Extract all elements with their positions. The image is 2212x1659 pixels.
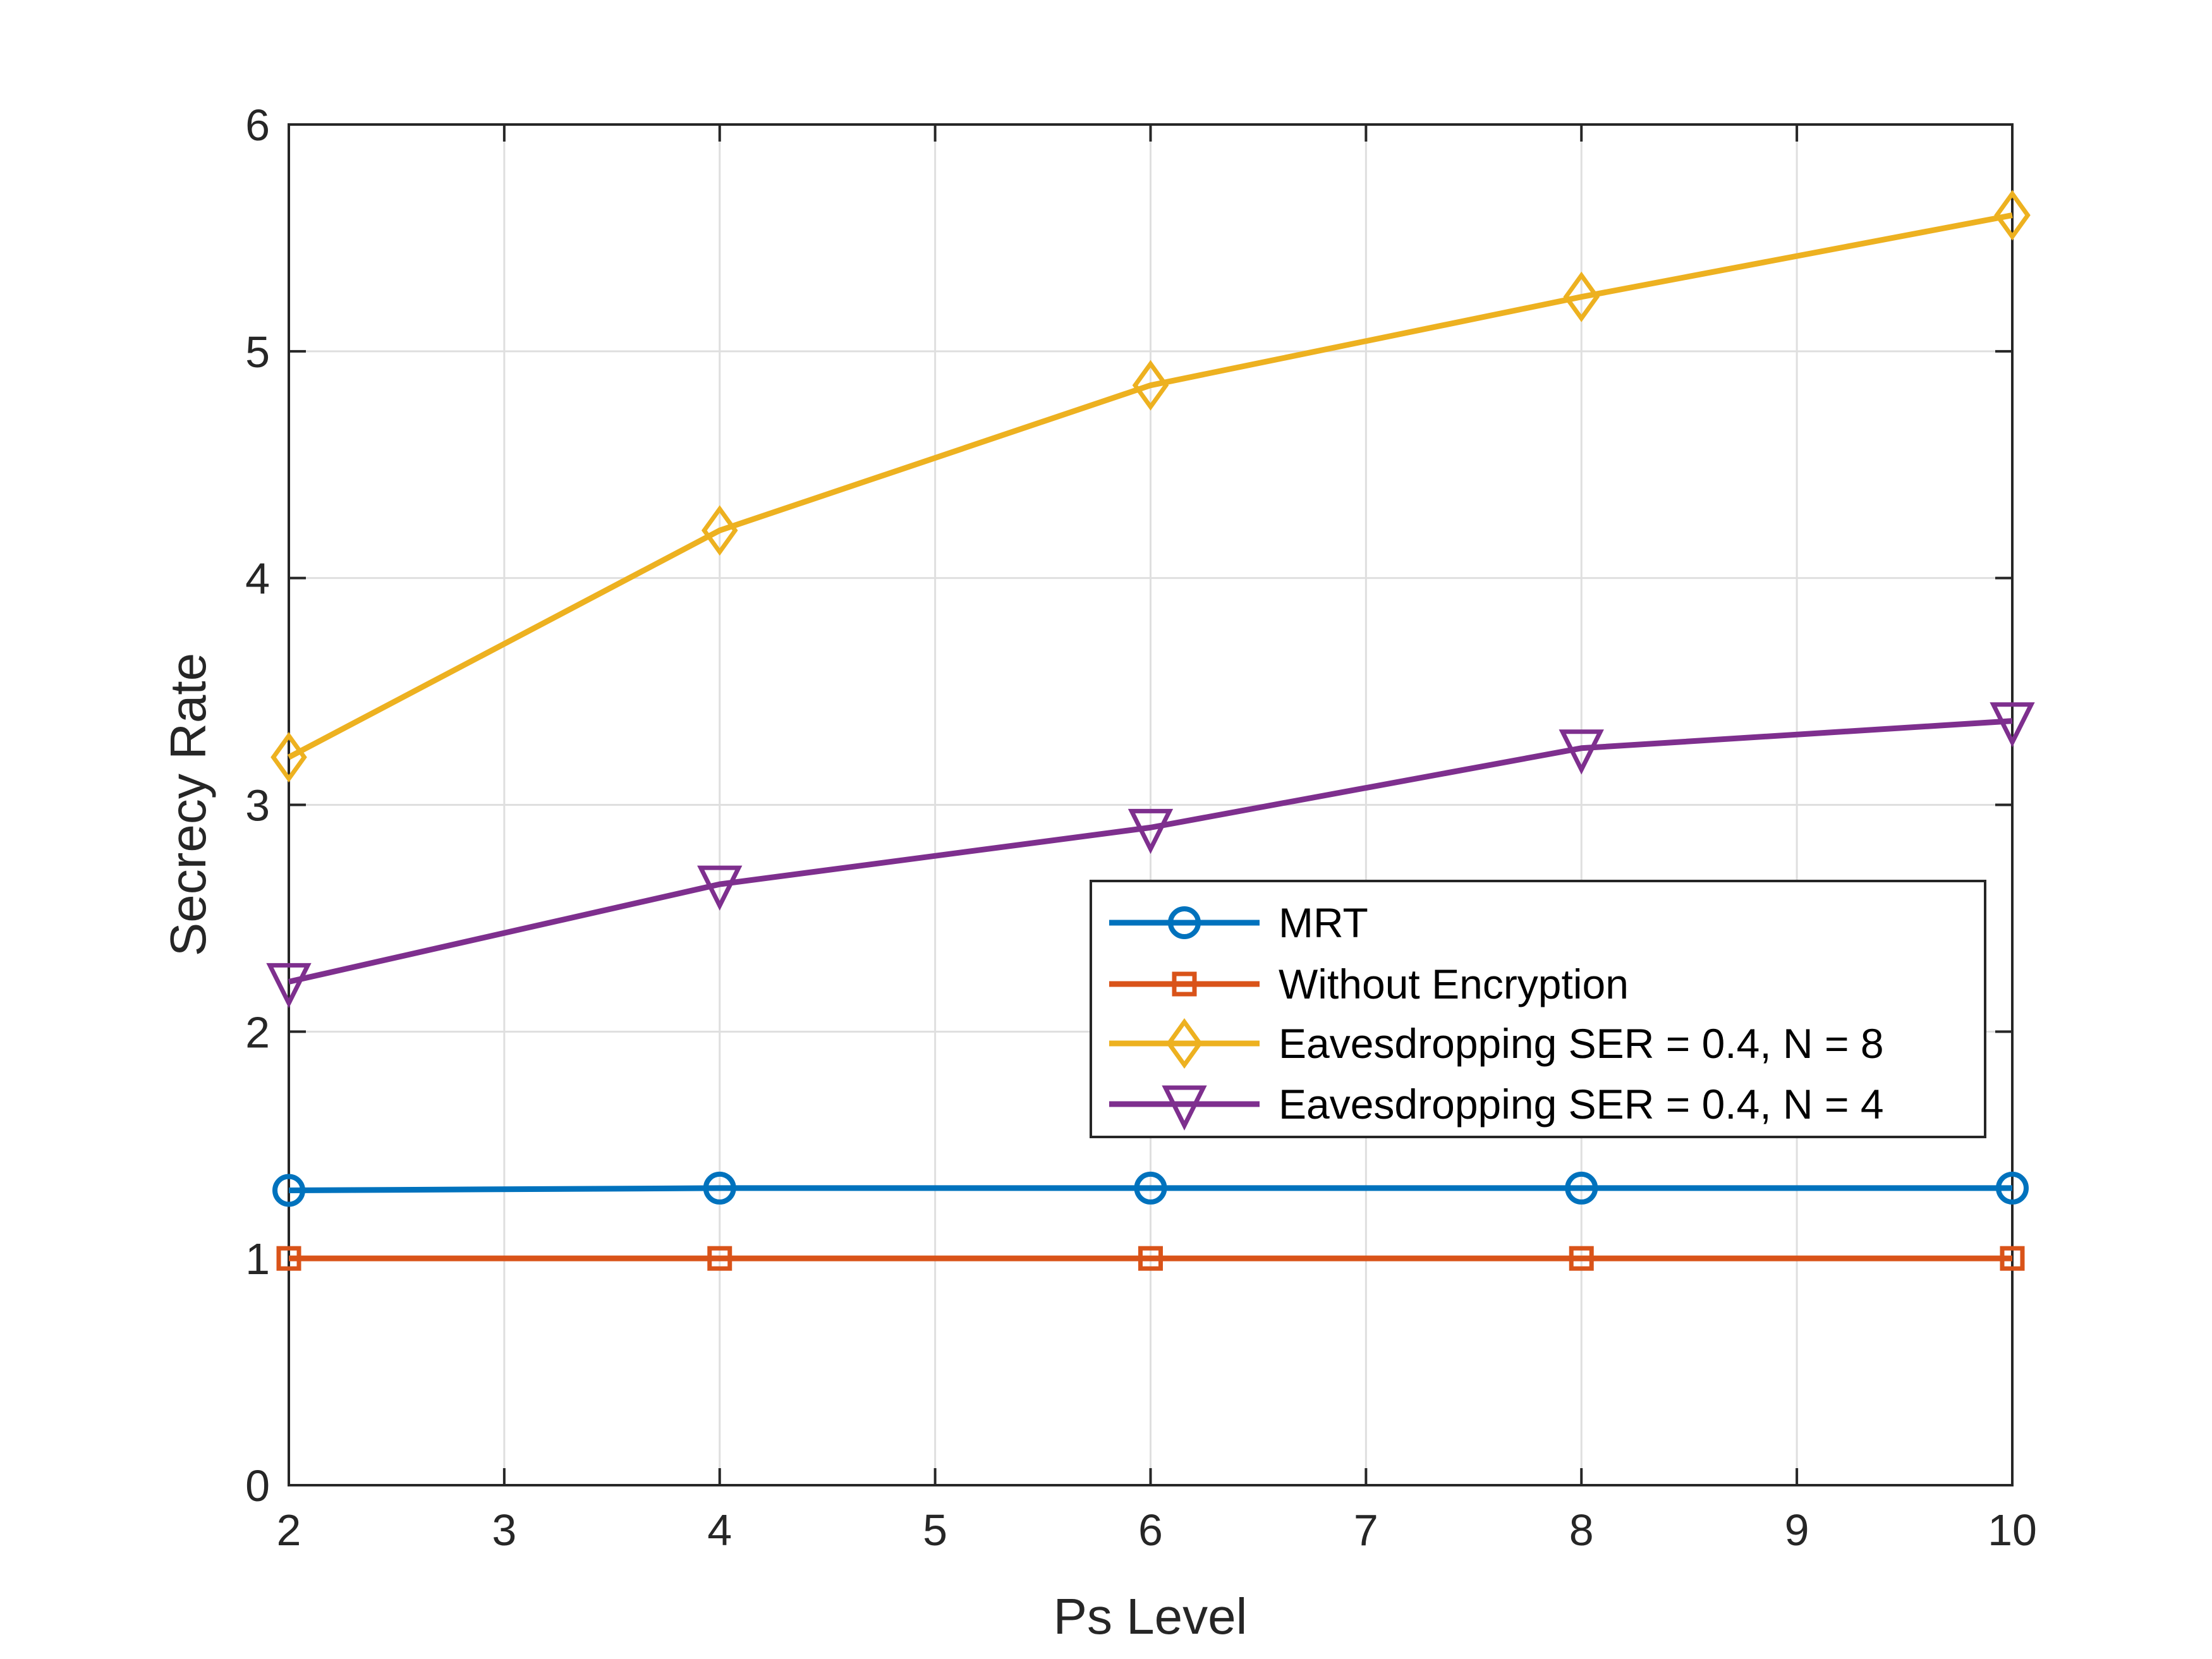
y-tick-label: 1 bbox=[245, 1234, 270, 1284]
data-point bbox=[272, 1174, 305, 1207]
series-3 bbox=[270, 190, 2031, 783]
x-tick-label: 5 bbox=[923, 1505, 947, 1555]
series-1 bbox=[272, 1171, 2029, 1207]
legend-marker bbox=[1162, 1085, 1207, 1131]
y-tick-label: 0 bbox=[245, 1461, 270, 1510]
data-point bbox=[2000, 1246, 2025, 1271]
series-line bbox=[288, 1185, 2012, 1194]
data-point bbox=[1138, 1246, 1163, 1271]
x-axis-label: Ps Level bbox=[1054, 1588, 1248, 1644]
data-point bbox=[1990, 702, 2035, 748]
legend-label: MRT bbox=[1279, 899, 1368, 946]
legend-marker bbox=[1168, 906, 1201, 939]
x-tick-label: 6 bbox=[1138, 1505, 1163, 1555]
legend-marker bbox=[1166, 1018, 1203, 1069]
data-point bbox=[701, 505, 738, 556]
series-line bbox=[287, 212, 2013, 760]
data-point bbox=[1132, 360, 1169, 411]
data-point bbox=[1994, 190, 2031, 241]
y-tick-label: 5 bbox=[245, 327, 270, 377]
legend-item: Eavesdropping SER = 0.4, N = 4 bbox=[1109, 1081, 1884, 1131]
x-tick-label: 9 bbox=[1785, 1505, 1809, 1555]
series-4 bbox=[266, 702, 2035, 1009]
x-tick-label: 10 bbox=[1988, 1505, 2037, 1555]
legend: MRT Without Encryption Eavesdropping SER =… bbox=[1090, 880, 1986, 1138]
data-point bbox=[270, 732, 307, 783]
x-tick-label: 3 bbox=[492, 1505, 516, 1555]
legend-item: MRT bbox=[1109, 899, 1368, 946]
series-layer bbox=[266, 190, 2035, 1271]
legend-marker bbox=[1172, 971, 1197, 997]
legend-item: Eavesdropping SER = 0.4, N = 8 bbox=[1109, 1018, 1884, 1069]
series-line bbox=[288, 718, 2013, 985]
legend-label: Eavesdropping SER = 0.4, N = 8 bbox=[1279, 1020, 1884, 1067]
series-2 bbox=[276, 1246, 2025, 1271]
data-point bbox=[703, 1171, 736, 1205]
y-tick-label: 6 bbox=[245, 100, 270, 150]
y-tick-label: 2 bbox=[245, 1007, 270, 1057]
y-tick-label: 4 bbox=[245, 554, 270, 604]
legend-label: Eavesdropping SER = 0.4, N = 4 bbox=[1279, 1081, 1884, 1127]
data-point bbox=[1565, 1171, 1598, 1205]
data-point bbox=[1569, 1246, 1594, 1271]
data-point bbox=[266, 963, 312, 1009]
legend-item: Without Encryption bbox=[1109, 961, 1629, 1007]
data-point bbox=[1127, 808, 1174, 854]
x-tick-label: 4 bbox=[707, 1505, 732, 1555]
data-point bbox=[697, 865, 743, 911]
y-tick-label: 3 bbox=[245, 781, 270, 830]
data-point bbox=[1563, 271, 1600, 322]
data-point bbox=[707, 1246, 732, 1271]
data-point bbox=[1559, 729, 1604, 775]
data-point bbox=[1996, 1171, 2029, 1205]
data-point bbox=[1134, 1171, 1167, 1205]
x-tick-label: 8 bbox=[1569, 1505, 1594, 1555]
data-point bbox=[276, 1246, 301, 1271]
y-axis-label: Secrecy Rate bbox=[160, 653, 216, 956]
x-tick-label: 7 bbox=[1354, 1505, 1378, 1555]
legend-label: Without Encryption bbox=[1279, 961, 1629, 1007]
x-tick-label: 2 bbox=[277, 1505, 301, 1555]
